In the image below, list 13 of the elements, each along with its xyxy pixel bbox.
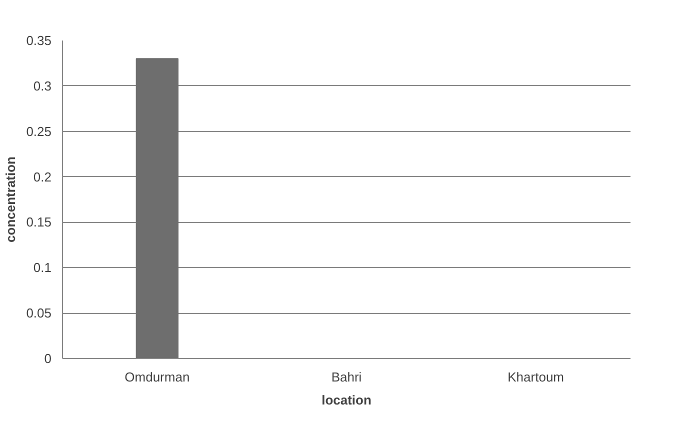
x-tick-label: Omdurman — [124, 370, 190, 384]
y-tick-label: 0.3 — [33, 78, 52, 94]
y-tick-label: 0.25 — [26, 124, 52, 139]
y-tick-label: 0.15 — [26, 214, 52, 230]
y-tick-label: 0 — [44, 351, 52, 366]
x-axis-title: location — [322, 392, 372, 408]
y-tick-label: 0.05 — [26, 306, 52, 321]
y-tick-label: 0.35 — [26, 33, 52, 48]
y-tick-label: 0.1 — [33, 260, 52, 276]
y-tick-label: 0.2 — [33, 169, 52, 184]
y-axis-title: concentration — [3, 156, 18, 242]
x-tick-label: Khartoum — [508, 370, 564, 384]
x-tick-label: Bahri — [331, 370, 362, 384]
